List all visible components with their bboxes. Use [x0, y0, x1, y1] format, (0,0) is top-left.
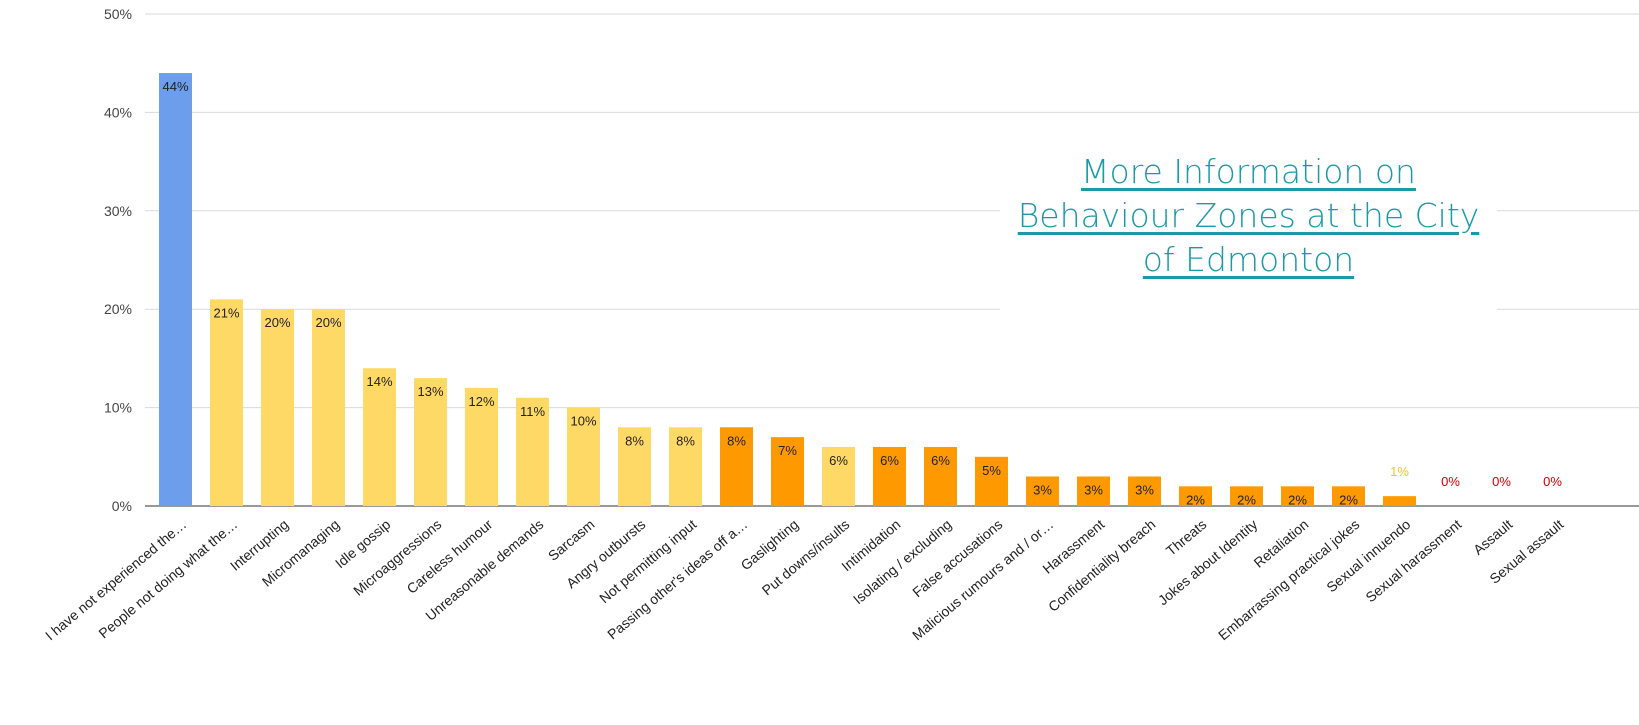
- data-label: 5%: [982, 463, 1001, 478]
- data-label: 10%: [570, 414, 596, 429]
- data-label: 6%: [829, 453, 848, 468]
- bar: [516, 397, 549, 506]
- data-label: 0%: [1441, 474, 1460, 489]
- y-tick-label: 50%: [104, 6, 132, 22]
- bar: [465, 387, 498, 506]
- bar: [669, 427, 702, 506]
- data-label: 2%: [1186, 492, 1205, 507]
- data-label: 20%: [264, 315, 290, 330]
- bar: [414, 378, 447, 506]
- x-category-label: False accusations: [909, 516, 1005, 600]
- data-label: 12%: [468, 394, 494, 409]
- bar: [1026, 476, 1059, 506]
- bar: [1332, 486, 1365, 506]
- data-label: 1%: [1390, 464, 1409, 479]
- bar: [924, 446, 957, 506]
- data-label: 8%: [625, 433, 644, 448]
- x-category-label: Sexual harassment: [1362, 516, 1464, 605]
- bar: [210, 299, 243, 506]
- bar: [567, 407, 600, 506]
- bar: [618, 427, 651, 506]
- data-label: 8%: [727, 433, 746, 448]
- x-category-label: Jokes about Identity: [1155, 516, 1261, 608]
- data-label: 20%: [315, 315, 341, 330]
- y-tick-label: 40%: [104, 104, 132, 120]
- data-label: 3%: [1135, 482, 1154, 497]
- behaviour-zones-info-link[interactable]: More Information on Behaviour Zones at t…: [1017, 151, 1480, 279]
- data-label: 11%: [520, 404, 545, 419]
- bar: [720, 427, 753, 506]
- y-tick-label: 0%: [112, 498, 132, 514]
- bar: [771, 437, 804, 506]
- data-label: 3%: [1033, 482, 1052, 497]
- data-label: 0%: [1492, 474, 1511, 489]
- bar: [975, 456, 1008, 506]
- bar: [1179, 486, 1212, 506]
- x-category-label: Put downs/insults: [759, 516, 853, 598]
- bar: [873, 446, 906, 506]
- y-tick-label: 20%: [104, 301, 132, 317]
- info-link-box: More Information on Behaviour Zones at t…: [1000, 113, 1497, 318]
- bar: [1230, 486, 1263, 506]
- data-label: 2%: [1237, 492, 1256, 507]
- data-label: 8%: [676, 433, 695, 448]
- bar: [822, 446, 855, 506]
- data-label: 2%: [1339, 492, 1358, 507]
- bar: [1281, 486, 1314, 506]
- data-labels: 44% 21% 20% 20% 14% 13% 12% 11% 10% 8% 8% 8% 7% 6% 6% 6…: [162, 79, 1562, 507]
- data-label: 44%: [162, 79, 188, 94]
- y-tick-label: 10%: [104, 400, 132, 416]
- data-label: 7%: [778, 443, 797, 458]
- data-label: 21%: [213, 305, 239, 320]
- bar: [312, 309, 345, 506]
- data-label: 14%: [366, 374, 392, 389]
- data-label: 0%: [1543, 474, 1562, 489]
- x-category-label: Careless humour: [403, 516, 495, 597]
- bar: [1128, 476, 1161, 506]
- bar: [159, 73, 192, 506]
- x-category-label: Microaggressions: [350, 516, 444, 599]
- x-category-label: Threats: [1163, 516, 1210, 559]
- bar: [1383, 496, 1416, 506]
- x-category-label: Assault: [1470, 516, 1516, 558]
- bar: [1077, 476, 1110, 506]
- data-label: 3%: [1084, 482, 1103, 497]
- bars: [159, 73, 1416, 506]
- bar: [363, 368, 396, 506]
- category-labels: I have not experienced the…People not do…: [42, 516, 1566, 644]
- bar: [261, 309, 294, 506]
- x-category-label: Isolating / excluding: [850, 516, 954, 607]
- data-label: 6%: [880, 453, 899, 468]
- data-label: 6%: [931, 453, 950, 468]
- data-label: 13%: [417, 384, 443, 399]
- data-label: 2%: [1288, 492, 1307, 507]
- y-tick-label: 30%: [104, 203, 132, 219]
